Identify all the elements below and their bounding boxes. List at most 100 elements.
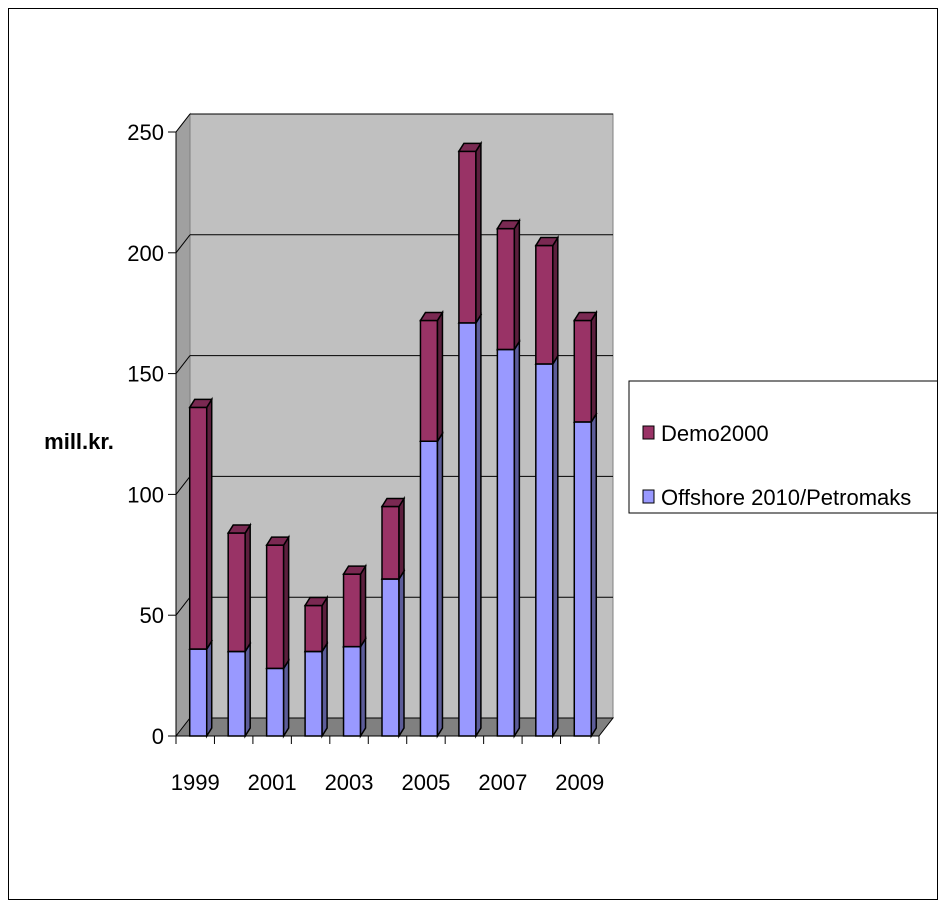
bar-demo2000-2000 xyxy=(226,522,252,655)
bar-front xyxy=(188,406,208,650)
bar-side xyxy=(282,657,290,739)
bar-demo2000-2003 xyxy=(342,563,367,650)
bar-side xyxy=(436,309,444,444)
chart-frame: 0 50 100 150 200 250 1999 2001 2003 2005 2007 2009 … xyxy=(8,8,938,900)
bar-side xyxy=(475,140,482,326)
legend: Demo2000 Offshore 2010/Petromaks xyxy=(628,380,937,514)
bar-front xyxy=(573,421,593,737)
gridline-side xyxy=(175,596,191,616)
bar-side xyxy=(590,411,598,739)
bar-top xyxy=(342,565,367,575)
bar-front xyxy=(342,645,362,737)
bars xyxy=(188,140,598,739)
bar-top xyxy=(496,219,521,230)
bar-front xyxy=(265,544,285,670)
bar-front xyxy=(496,227,516,351)
x-tick-label: 2001 xyxy=(248,770,297,795)
bar-demo2000-2008 xyxy=(534,234,560,367)
legend-box xyxy=(628,380,937,514)
bar-front xyxy=(304,650,323,737)
gridline-side xyxy=(175,355,191,374)
bar-front xyxy=(342,573,362,648)
bar-demo2000-2004 xyxy=(380,495,406,582)
x-tick-label: 2007 xyxy=(478,770,527,795)
bar-offshore-2010-petromaks-2004 xyxy=(380,568,406,739)
y-tick-label: 200 xyxy=(127,241,164,266)
y-tick-label: 150 xyxy=(127,362,164,387)
bar-offshore-2010-petromaks-2008 xyxy=(534,353,560,739)
bar-side xyxy=(436,430,444,739)
bar-top xyxy=(303,596,329,607)
bar-offshore-2010-petromaks-2006 xyxy=(457,312,483,739)
bar-demo2000-2005 xyxy=(419,309,444,444)
x-tick-label: 1999 xyxy=(171,770,220,795)
gridline-side xyxy=(175,113,191,133)
gridline-side xyxy=(175,234,191,254)
bar-front xyxy=(458,150,477,324)
bar-front xyxy=(535,363,554,737)
bar-top xyxy=(265,536,290,546)
bar-side xyxy=(513,338,521,739)
bar-offshore-2010-petromaks-2009 xyxy=(572,411,598,739)
y-tick-label: 100 xyxy=(127,482,164,507)
bar-front xyxy=(535,244,554,365)
bar-front xyxy=(227,532,246,653)
bar-side xyxy=(398,568,405,739)
y-tick-label: 0 xyxy=(152,724,164,749)
bar-top xyxy=(226,524,252,534)
legend-label-demo2000: Demo2000 xyxy=(661,421,769,446)
bar-offshore-2010-petromaks-2002 xyxy=(303,640,329,739)
bar-side xyxy=(475,312,482,739)
bar-top xyxy=(380,497,406,508)
bar-demo2000-2001 xyxy=(265,534,290,671)
bar-offshore-2010-petromaks-2003 xyxy=(342,635,367,739)
bar-side xyxy=(205,396,213,652)
bar-side xyxy=(244,522,251,655)
legend-swatch-offshore-2010-petromaks xyxy=(642,489,655,504)
bar-front xyxy=(458,322,477,737)
bar-front xyxy=(265,667,285,737)
x-tick-label: 2009 xyxy=(555,770,604,795)
bar-side xyxy=(205,638,213,739)
y-axis-label: mill.kr. xyxy=(44,429,114,454)
bar-front xyxy=(381,505,400,580)
bar-side xyxy=(282,534,290,671)
bar-demo2000-2007 xyxy=(496,218,521,353)
bar-front xyxy=(419,440,439,737)
axes: 0 50 100 150 200 250 1999 2001 2003 2005 2007 2009 xyxy=(127,120,604,795)
bar-side xyxy=(244,640,251,739)
bar-front xyxy=(573,319,593,423)
bar-offshore-2010-petromaks-2005 xyxy=(419,430,444,739)
bar-top xyxy=(457,142,483,153)
bar-front xyxy=(304,604,323,653)
side-wall xyxy=(175,112,191,738)
bar-front xyxy=(419,319,439,442)
bar-offshore-2010-petromaks-1999 xyxy=(188,638,214,739)
bar-top xyxy=(534,236,560,247)
bar-offshore-2010-petromaks-2007 xyxy=(496,338,521,739)
bar-demo2000-1999 xyxy=(188,396,214,652)
legend-label-offshore-2010-petromaks: Offshore 2010/Petromaks xyxy=(661,485,911,510)
bar-side xyxy=(359,563,367,650)
bar-top xyxy=(419,311,444,322)
bar-front xyxy=(227,650,246,737)
bar-side xyxy=(552,234,559,367)
bar-top xyxy=(572,311,598,322)
legend-swatch-demo2000 xyxy=(642,425,655,440)
bar-side xyxy=(398,495,405,582)
bar-side xyxy=(552,353,559,739)
x-tick-label: 2003 xyxy=(325,770,374,795)
bar-offshore-2010-petromaks-2001 xyxy=(265,657,290,739)
bar-side xyxy=(359,635,367,739)
bar-demo2000-2002 xyxy=(303,594,329,655)
bar-front xyxy=(496,348,516,737)
bar-front xyxy=(381,578,400,737)
bar-side xyxy=(590,309,598,425)
gridline-side xyxy=(175,476,191,495)
bar-side xyxy=(321,640,328,739)
y-tick-label: 250 xyxy=(127,120,164,145)
bar-demo2000-2006 xyxy=(457,140,483,326)
bar-top xyxy=(188,398,214,409)
bar-demo2000-2009 xyxy=(572,309,598,425)
